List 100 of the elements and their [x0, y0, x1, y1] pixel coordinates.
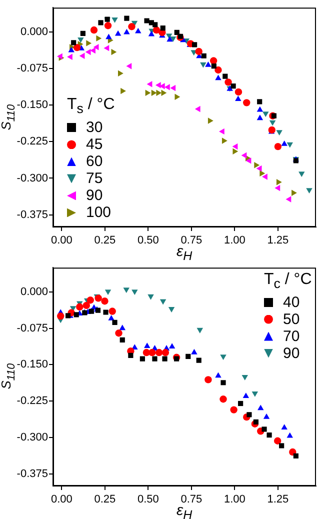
point: [104, 22, 112, 30]
point: [156, 90, 162, 96]
y-tick-label: -0.150: [16, 358, 48, 371]
point: [79, 52, 85, 59]
point: [57, 312, 64, 320]
point: [152, 26, 160, 34]
point: [254, 162, 260, 168]
point: [93, 44, 99, 50]
y-tick-label: 0.000: [20, 286, 48, 298]
legend-label: 30: [86, 119, 103, 136]
point: [256, 114, 264, 120]
point: [274, 437, 282, 444]
point: [124, 16, 130, 21]
point: [174, 356, 180, 362]
point: [286, 142, 293, 148]
point: [252, 392, 258, 397]
point: [191, 348, 198, 354]
legend-label: 70: [283, 328, 300, 345]
legend-label: 50: [283, 310, 300, 328]
point: [241, 152, 247, 158]
y-tick-label: -0.300: [16, 432, 48, 444]
point: [123, 288, 130, 294]
point: [71, 40, 76, 46]
point: [112, 320, 118, 325]
point: [111, 48, 117, 56]
point: [104, 290, 112, 295]
point: [76, 303, 84, 311]
point: [126, 62, 132, 70]
point: [205, 62, 212, 67]
point: [108, 308, 116, 315]
y-tick-label: -0.300: [16, 172, 48, 184]
point: [66, 313, 71, 318]
point: [144, 342, 150, 348]
point: [230, 406, 238, 414]
point: [196, 358, 202, 363]
point: [232, 143, 238, 150]
point: [148, 348, 156, 356]
point: [146, 81, 152, 88]
point: [242, 375, 248, 380]
point: [220, 354, 226, 360]
point: [186, 354, 191, 359]
point: [155, 348, 163, 356]
legend-label: 100: [86, 204, 112, 222]
point: [204, 376, 212, 384]
x-tick-label: 1.00: [224, 234, 246, 247]
point: [276, 130, 282, 136]
point: [152, 22, 158, 28]
point: [257, 99, 262, 104]
point: [96, 35, 102, 42]
point: [68, 46, 74, 52]
point: [192, 42, 198, 48]
point: [196, 328, 204, 334]
point: [90, 26, 98, 34]
point: [242, 392, 250, 398]
point: [246, 412, 252, 418]
point: [260, 170, 266, 176]
point: [128, 352, 134, 358]
y-tick-label: -0.225: [16, 136, 48, 148]
point: [160, 26, 166, 31]
legend-title: T$_{s}$ / °C: [67, 96, 115, 116]
point: [114, 30, 122, 36]
x-tick-label: 1.25: [267, 234, 289, 247]
point: [208, 118, 214, 124]
point: [98, 20, 104, 26]
point: [256, 106, 264, 112]
point: [106, 34, 112, 40]
point: [174, 94, 180, 100]
point: [276, 179, 282, 186]
point: [90, 47, 96, 54]
point: [74, 312, 79, 318]
x-tick-label: 1.00: [224, 494, 246, 506]
point: [164, 84, 170, 90]
point: [120, 88, 126, 94]
point: [161, 90, 167, 96]
point: [235, 96, 242, 102]
point: [168, 307, 175, 312]
point: [120, 337, 125, 342]
point: [118, 70, 124, 77]
x-tick-label: 0.25: [94, 494, 116, 506]
y-tick-label: -0.075: [16, 322, 48, 334]
x-tick-label: 0.50: [137, 494, 159, 506]
point: [269, 120, 276, 126]
point: [238, 400, 244, 406]
point: [85, 48, 91, 56]
point: [170, 36, 176, 42]
point: [262, 174, 268, 180]
point: [293, 453, 298, 458]
point: [262, 112, 269, 117]
point: [220, 396, 227, 403]
point: [263, 413, 270, 419]
legend-label: 40: [283, 294, 300, 311]
point: [224, 78, 232, 86]
point: [258, 404, 264, 410]
y-tick-label: -0.075: [16, 62, 48, 75]
point: [103, 310, 108, 315]
point: [82, 302, 90, 310]
point: [211, 64, 216, 69]
point: [115, 330, 122, 337]
point: [78, 37, 84, 43]
y-tick-label: -0.375: [16, 208, 48, 221]
